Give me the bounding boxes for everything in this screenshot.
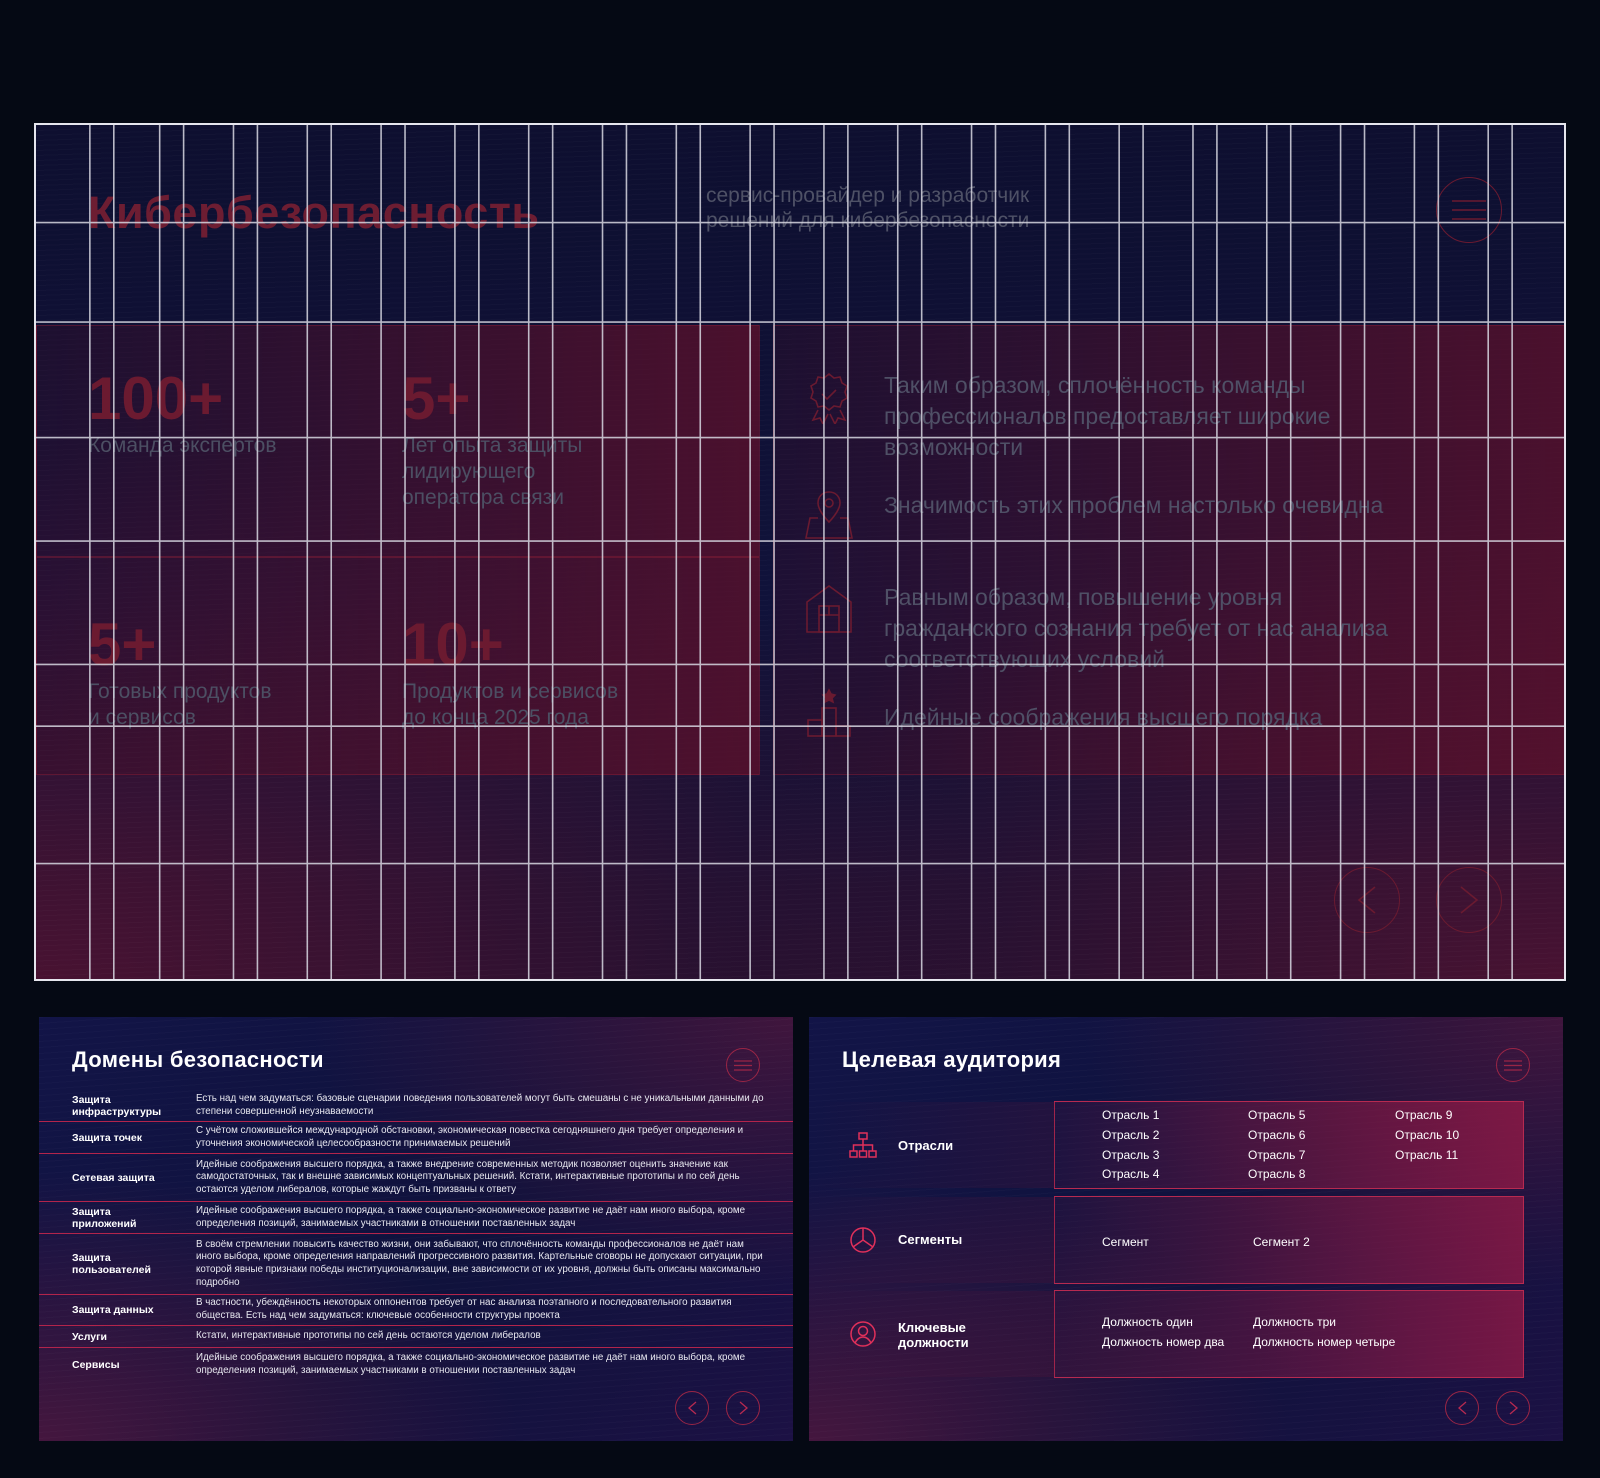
domain-row: Сервисы Идейные соображения высшего поряд… bbox=[39, 1348, 793, 1381]
podium-icon bbox=[807, 688, 851, 737]
domain-row: Услуги Кстати, интерактивные прототипы по… bbox=[39, 1326, 793, 1348]
next-slide-button[interactable] bbox=[1436, 867, 1502, 933]
industry-item: Отрасль 3 bbox=[1102, 1148, 1160, 1162]
feature-item: Равным образом, повышение уровня граждан… bbox=[806, 582, 1404, 675]
industry-item: Отрасль 9 bbox=[1395, 1108, 1453, 1122]
domain-description: Идейные соображения высшего порядка, а т… bbox=[196, 1158, 740, 1195]
audience-title: Целевая аудитория bbox=[842, 1047, 1062, 1072]
chevron-right-icon bbox=[1509, 1401, 1518, 1415]
chevron-left-icon bbox=[1357, 886, 1376, 914]
domain-description: В своём стремлении повысить качество жиз… bbox=[196, 1238, 763, 1288]
industry-item: Отрасль 2 bbox=[1102, 1128, 1160, 1142]
position-item: Должность номер два bbox=[1102, 1335, 1225, 1349]
user-circle-icon bbox=[850, 1321, 876, 1347]
industry-item: Отрасль 5 bbox=[1248, 1108, 1306, 1122]
position-item: Должность три bbox=[1253, 1315, 1336, 1329]
domains-slide: Домены безопасности Защита инфраструктур… bbox=[39, 1017, 793, 1441]
chevron-right-icon bbox=[739, 1401, 748, 1415]
domain-name: Защита данных bbox=[72, 1304, 154, 1316]
segment-item: Сегмент 2 bbox=[1253, 1235, 1310, 1249]
prev-slide-button[interactable] bbox=[675, 1391, 709, 1425]
next-slide-button[interactable] bbox=[726, 1391, 760, 1425]
stat-planned: 10+ Продуктов и сервисов до конца 2025 г… bbox=[402, 611, 619, 730]
feature-item: Значимость этих проблем настолько очевид… bbox=[805, 490, 1404, 539]
map-pin-icon bbox=[805, 491, 853, 539]
industry-item: Отрасль 10 bbox=[1395, 1128, 1460, 1142]
chevron-left-icon bbox=[687, 1401, 696, 1415]
hierarchy-icon bbox=[849, 1132, 877, 1158]
position-item: Должность номер четыре bbox=[1253, 1335, 1396, 1349]
stats-panel-bottom bbox=[36, 557, 760, 775]
industry-item: Отрасль 8 bbox=[1248, 1167, 1306, 1181]
domains-table: Защита инфраструктуры Есть над чем задума… bbox=[39, 1091, 793, 1381]
menu-button[interactable] bbox=[726, 1048, 760, 1082]
audience-group-industries: Отрасли Отрасль 1 Отрасль 2 Отрасль 3 От… bbox=[809, 1101, 1563, 1189]
domain-name: Защита пользователей bbox=[72, 1252, 151, 1276]
pie-segments-icon bbox=[850, 1227, 876, 1253]
domain-row: Сетевая защита Идейные соображения высшег… bbox=[39, 1154, 793, 1202]
stats-panel-top bbox=[36, 325, 760, 557]
page-title: Кибербезопасность bbox=[88, 187, 540, 238]
industry-item: Отрасль 7 bbox=[1248, 1148, 1306, 1162]
feature-item: Идейные соображения высшего порядка bbox=[807, 688, 1404, 737]
chevron-left-icon bbox=[1457, 1401, 1466, 1415]
industry-item: Отрасль 1 bbox=[1102, 1108, 1160, 1122]
domain-row: Защита пользователей В своём стремлении п… bbox=[39, 1234, 793, 1295]
domain-name: Услуги bbox=[72, 1330, 107, 1343]
page-subtitle: сервис-провайдер и разработчик решений д… bbox=[706, 184, 1030, 232]
domain-description: Есть над чем задуматься: базовые сценари… bbox=[196, 1093, 764, 1117]
domain-name: Сервисы bbox=[72, 1358, 120, 1371]
hero-slide: Кибербезопасность сервис-провайдер и раз… bbox=[34, 123, 1566, 981]
domain-name: Защита инфраструктуры bbox=[72, 1094, 162, 1118]
hamburger-icon bbox=[1504, 1059, 1522, 1071]
domain-row: Защита данных В частности, убеждённость н… bbox=[39, 1295, 793, 1326]
prev-slide-button[interactable] bbox=[1334, 867, 1400, 933]
stat-years: 5+ Лет опыта защиты лидирующего оператор… bbox=[402, 365, 583, 510]
domain-description: Кстати, интерактивные прототипы по сей д… bbox=[196, 1330, 541, 1342]
stat-experts: 100+ Команда экспертов bbox=[88, 365, 277, 458]
audience-group-segments: Сегменты Сегмент Сегмент 2 bbox=[809, 1196, 1563, 1284]
domain-name: Защита приложений bbox=[72, 1205, 137, 1230]
industry-item: Отрасль 4 bbox=[1102, 1167, 1160, 1181]
domain-row: Защита точек С учётом сложившейся междуна… bbox=[39, 1122, 793, 1154]
domain-name: Защита точек bbox=[72, 1131, 142, 1144]
audience-box bbox=[810, 1101, 1524, 1189]
domain-description: В частности, убеждённость некоторых оппо… bbox=[196, 1297, 732, 1321]
industry-item: Отрасль 6 bbox=[1248, 1128, 1306, 1142]
hamburger-icon bbox=[1452, 200, 1486, 220]
building-icon bbox=[806, 585, 852, 633]
feature-item: Таким образом, сплочённость команды проф… bbox=[810, 370, 1404, 463]
domain-row: Защита приложений Идейные соображения выс… bbox=[39, 1202, 793, 1234]
domain-description: С учётом сложившейся международной обста… bbox=[196, 1124, 744, 1149]
domain-name: Сетевая защита bbox=[72, 1171, 155, 1184]
audience-slide: Целевая аудитория Отрасли Отрасль 1 Отра… bbox=[809, 1017, 1563, 1441]
award-badge-icon bbox=[810, 372, 848, 424]
chevron-right-icon bbox=[1460, 886, 1479, 914]
domain-description: Идейные соображения высшего порядка, а т… bbox=[196, 1204, 746, 1229]
audience-group-positions: Ключевые должности Должность один Должно… bbox=[809, 1290, 1563, 1378]
stat-products: 5+ Готовых продуктов и сервисов bbox=[88, 611, 272, 730]
domain-description: Идейные соображения высшего порядка, а т… bbox=[196, 1351, 746, 1376]
menu-button[interactable] bbox=[1436, 177, 1502, 243]
domain-row: Защита инфраструктуры Есть над чем задума… bbox=[39, 1091, 793, 1122]
hamburger-icon bbox=[734, 1059, 752, 1071]
domains-title: Домены безопасности bbox=[72, 1047, 324, 1072]
industry-item: Отрасль 11 bbox=[1395, 1148, 1459, 1162]
menu-button[interactable] bbox=[1496, 1048, 1530, 1082]
next-slide-button[interactable] bbox=[1496, 1391, 1530, 1425]
audience-box bbox=[810, 1290, 1524, 1378]
segment-item: Сегмент bbox=[1102, 1235, 1149, 1249]
prev-slide-button[interactable] bbox=[1445, 1391, 1479, 1425]
position-item: Должность один bbox=[1102, 1315, 1193, 1329]
